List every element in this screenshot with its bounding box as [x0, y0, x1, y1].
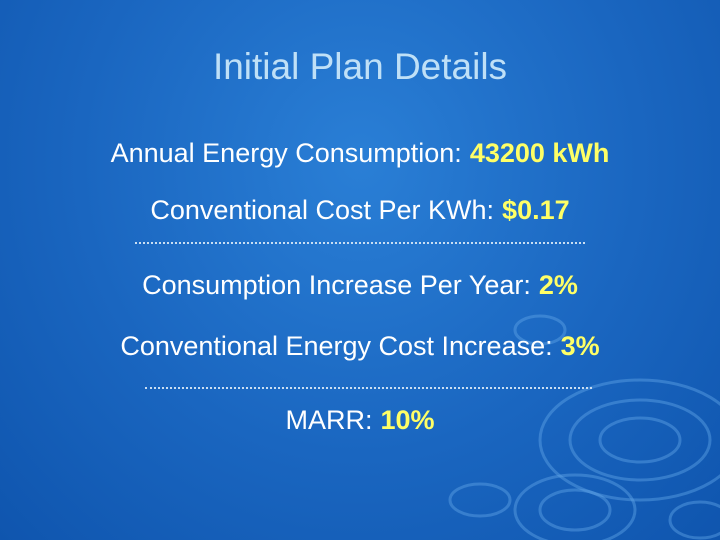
detail-label: MARR:: [285, 405, 373, 435]
detail-label: Conventional Cost Per KWh:: [150, 195, 495, 225]
detail-line: Conventional Cost Per KWh: $0.17: [0, 195, 720, 226]
detail-value: $0.17: [502, 195, 570, 225]
separator: [145, 387, 592, 389]
detail-label: Annual Energy Consumption:: [110, 138, 462, 168]
separator: [135, 242, 585, 244]
detail-value: 43200 kWh: [469, 138, 610, 168]
slide-title: Initial Plan Details: [212, 46, 508, 87]
detail-label: Conventional Energy Cost Increase:: [120, 331, 553, 361]
detail-line: Annual Energy Consumption: 43200 kWh: [0, 138, 720, 169]
detail-value: 2%: [538, 270, 578, 300]
detail-value: 10%: [380, 405, 435, 435]
detail-line: Consumption Increase Per Year: 2%: [0, 270, 720, 301]
detail-line: MARR: 10%: [0, 405, 720, 436]
detail-value: 3%: [560, 331, 600, 361]
detail-label: Consumption Increase Per Year:: [142, 270, 531, 300]
detail-line: Conventional Energy Cost Increase: 3%: [0, 331, 720, 362]
